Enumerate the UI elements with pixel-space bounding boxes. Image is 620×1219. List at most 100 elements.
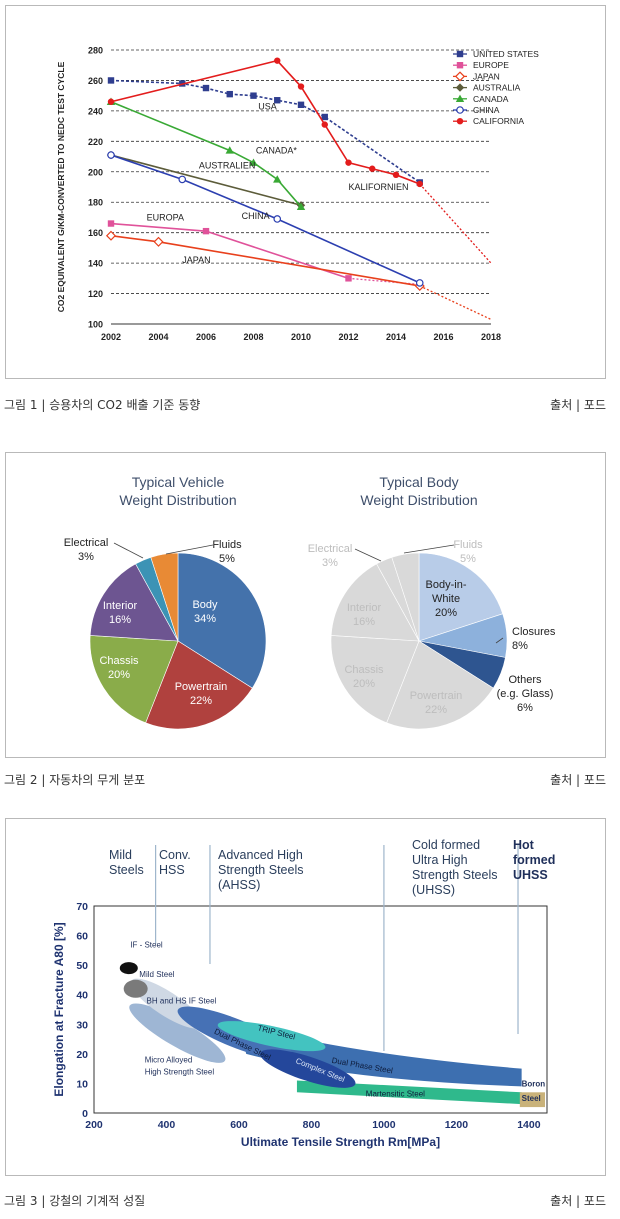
category-label-3: Strength Steels: [412, 868, 497, 882]
region-dual-phase-long: [238, 1024, 522, 1087]
x-tick-2008: 2008: [243, 332, 263, 342]
category-label-2: (AHSS): [218, 878, 260, 892]
y-axis-label: Elongation at Fracture A80 [%]: [52, 922, 66, 1096]
legend-label-europe: EUROPE: [473, 60, 509, 70]
legend-marker-china: [456, 106, 464, 114]
point-china: [273, 215, 282, 223]
label-percent: 5%: [219, 553, 235, 565]
annotation-europa: EUROPA: [147, 212, 184, 222]
x-axis-label: Ultimate Tensile Strength Rm[MPa]: [241, 1135, 440, 1149]
body-label-biw: Body-in- White 20%: [426, 579, 467, 619]
label-line: Closures: [512, 626, 556, 638]
figure2-caption: 그림 2 | 자동차의 무게 분포: [4, 773, 146, 787]
label-percent: 8%: [512, 640, 528, 652]
pie-slice-fluids: [391, 552, 420, 642]
body-pie: Typical Body Weight Distribution: [330, 474, 508, 730]
body-label-others: Others (e.g. Glass) 6%: [497, 674, 554, 714]
y-tick-260: 260: [88, 76, 103, 86]
figure3-caption: 그림 3 | 강철의 기계적 성질: [4, 1194, 146, 1208]
category-label-0: Mild: [109, 848, 132, 862]
category-label-3: Cold formed: [412, 838, 480, 852]
legend-label-united-states: UNITED STATES: [473, 49, 539, 59]
y-tick-30: 30: [76, 1019, 88, 1031]
region-boron: [519, 1092, 545, 1108]
series-japan: [105, 230, 492, 321]
point-united-states: [226, 90, 233, 98]
y-tick-70: 70: [76, 901, 88, 913]
region-if-steel: [119, 962, 138, 975]
label-percent: 3%: [78, 551, 94, 563]
pie-slice-body-in-white: [418, 552, 504, 642]
point-canada: [249, 158, 258, 166]
legend-marker-japan: [454, 71, 466, 82]
label-percent: 16%: [353, 616, 375, 628]
label-percent: 22%: [190, 695, 212, 707]
series-california: [107, 57, 492, 264]
line-europe: [110, 222, 349, 280]
pie-slice-powertrain: [145, 640, 253, 730]
point-europe: [202, 227, 210, 235]
series-china: [107, 151, 424, 287]
label-mild-steel: Mild Steel: [139, 970, 174, 979]
label-line: Electrical: [64, 537, 109, 549]
y-tick-60: 60: [76, 931, 88, 943]
label-line: Powertrain: [175, 681, 228, 693]
legend-label-california: CALIFORNIA: [473, 116, 524, 126]
point-california: [297, 83, 305, 90]
label-line: Body: [192, 599, 218, 611]
x-tick-600: 600: [230, 1119, 248, 1131]
label-line: Electrical: [308, 543, 353, 555]
legend-label-australia: AUSTRALIA: [473, 83, 521, 93]
x-tick-2010: 2010: [291, 332, 311, 342]
vehicle-pie: Typical Vehicle Weight Distribution: [89, 474, 267, 730]
category-label-2: Strength Steels: [218, 863, 303, 877]
label-micro-alloyed-1: Micro Alloyed: [145, 1056, 193, 1065]
label-line: Chassis: [344, 664, 384, 676]
body-label-electrical: Electrical 3%: [308, 543, 353, 569]
body-label-powertrain: Powertrain 22%: [410, 690, 463, 716]
body-label-interior: Interior 16%: [347, 602, 382, 628]
label-if-steel: IF - Steel: [130, 940, 163, 949]
legend-marker-europe: [456, 62, 464, 69]
label-percent: 20%: [353, 678, 375, 690]
annotation-usa: USA: [258, 101, 277, 111]
label-percent: 3%: [322, 557, 338, 569]
region-martensitic: [296, 1080, 522, 1105]
x-tick-2014: 2014: [386, 332, 406, 342]
line-china: [110, 154, 421, 284]
leader-closures: [495, 637, 504, 644]
x-tick-1200: 1200: [445, 1119, 469, 1131]
series-europe: [107, 220, 420, 286]
label-percent: 5%: [460, 553, 476, 565]
legend-marker-canada: [455, 94, 465, 102]
label-boron-1: Boron: [522, 1079, 546, 1088]
x-tick-800: 800: [303, 1119, 321, 1131]
figure2-panel: Typical Vehicle Weight Distribution Typica…: [5, 452, 606, 758]
point-europe: [107, 220, 115, 227]
pie-slice-chassis: [89, 635, 179, 724]
annotation-china: CHINA: [242, 211, 270, 221]
category-label-1: Conv.: [159, 848, 191, 862]
body-label-fluids: Fluids 5%: [453, 539, 483, 565]
legend-label-canada: CANADA: [473, 94, 509, 104]
y-tick-200: 200: [88, 167, 103, 177]
pie-title-line2: Weight Distribution: [360, 492, 477, 508]
label-martensitic: Martensitic Steel: [366, 1090, 425, 1099]
label-line: Fluids: [212, 539, 242, 551]
point-canada: [296, 202, 306, 210]
x-tick-2018: 2018: [481, 332, 501, 342]
figure1-panel: 100 120 140 160 180 200 220 240 260 280 2002 2004 20…: [5, 5, 606, 379]
x-tick-400: 400: [158, 1119, 176, 1131]
point-california: [321, 121, 328, 128]
y-tick-220: 220: [88, 137, 103, 147]
point-california: [274, 57, 281, 64]
label-line: Chassis: [99, 655, 139, 667]
y-tick-40: 40: [76, 990, 88, 1002]
point-california: [345, 159, 352, 166]
y-tick-100: 100: [88, 320, 103, 330]
point-united-states: [107, 77, 115, 84]
figure1-caption: 그림 1 | 승용차의 CO2 배출 기준 동향: [4, 398, 201, 412]
leader-electrical: [113, 542, 144, 559]
y-tick-280: 280: [88, 46, 103, 56]
